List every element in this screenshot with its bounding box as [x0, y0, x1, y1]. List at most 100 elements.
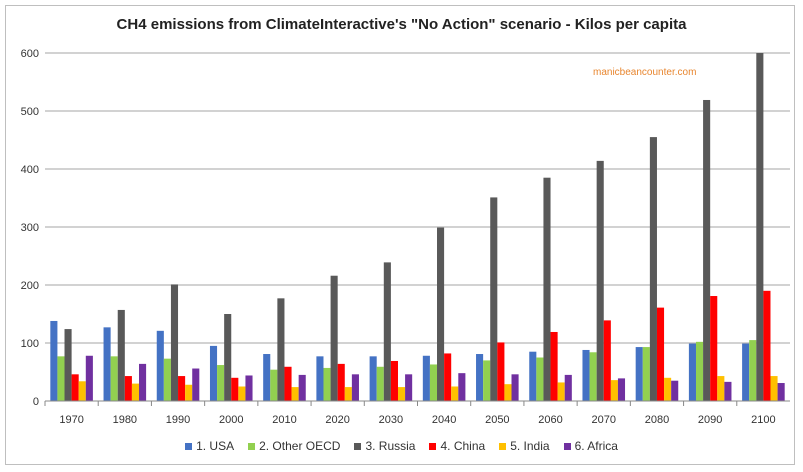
bar-2000-india [238, 386, 246, 401]
bar-2090-india [717, 376, 725, 401]
bar-2070-russia [596, 160, 604, 401]
bar-1990-russia [170, 284, 179, 401]
bar-2080-africa [671, 380, 679, 401]
bar-2010-india [291, 387, 299, 401]
bar-2020-india [344, 387, 352, 401]
legend-swatch [563, 442, 571, 450]
bar-2060-otheroecd [536, 357, 544, 401]
legend-label: 2. Other OECD [259, 439, 341, 453]
bar-2090-usa [688, 343, 696, 401]
bar-2090-otheroecd [695, 341, 704, 401]
bar-2010-russia [277, 298, 285, 401]
x-axis-ticks: 1970 1980 1990 2000 2010 2020 2030 2040 2050 2060… [44, 400, 790, 426]
legend-label: 5. India [510, 439, 550, 453]
y-tick-label: 0 [33, 396, 39, 408]
bar-2030-africa [405, 374, 413, 401]
legend: 1. USA 2. Other OECD 3. Russia 4. China 5. I… [0, 439, 803, 453]
bar-2010-africa [298, 374, 306, 401]
y-tick-label: 500 [21, 106, 39, 118]
bar-2060-china [550, 331, 558, 401]
bar-2030-otheroecd [376, 366, 384, 401]
bar-1970-india [78, 381, 86, 401]
bar-2000-usa [209, 345, 218, 401]
bar-1970-china [71, 374, 79, 401]
bar-2000-africa [245, 375, 253, 401]
y-tick-label: 300 [21, 222, 39, 234]
bar-2060-africa [564, 374, 572, 401]
y-tick-label: 600 [21, 48, 39, 60]
legend-item: 2. Other OECD [248, 439, 340, 453]
bar-2070-otheroecd [589, 352, 597, 401]
bar-2100-otheroecd [749, 340, 757, 401]
bar-2000-russia [224, 314, 232, 401]
legend-item: 4. China [429, 439, 485, 453]
bar-2050-india [504, 384, 512, 401]
bar-2030-russia [383, 262, 391, 401]
bar-2070-usa [582, 349, 590, 401]
bar-2040-russia [437, 227, 445, 401]
bar-2010-otheroecd [270, 369, 278, 401]
bar-2060-india [557, 382, 565, 401]
bar-2090-russia [703, 99, 711, 401]
x-tick-label: 2000 [219, 414, 243, 426]
x-tick-label: 2060 [538, 414, 562, 426]
bar-2060-usa [529, 351, 537, 401]
bar-2050-africa [511, 374, 519, 401]
bar-2080-otheroecd [642, 347, 650, 401]
bar-2040-china [444, 353, 452, 401]
bar-1990-usa [156, 330, 164, 401]
bar-2020-usa [316, 356, 324, 401]
bar-2010-china [284, 366, 292, 401]
x-tick-label: 2040 [432, 414, 456, 426]
bar-2080-russia [649, 137, 657, 401]
x-tick-label: 2030 [379, 414, 403, 426]
bar-2030-india [397, 387, 406, 401]
x-tick-label: 2090 [698, 414, 722, 426]
bar-2100-india [770, 376, 778, 401]
bar-1970-russia [64, 329, 72, 401]
x-tick-label: 2020 [325, 414, 349, 426]
legend-swatch [248, 442, 256, 450]
bar-2020-china [337, 363, 345, 401]
bar-2040-india [451, 386, 459, 401]
y-tick-label: 200 [21, 280, 39, 292]
bar-2040-usa [422, 355, 430, 401]
x-tick-label: 2010 [272, 414, 296, 426]
legend-swatch [429, 442, 437, 450]
bar-2010-usa [263, 354, 271, 401]
bar-2100-africa [777, 383, 785, 401]
legend-label: 3. Russia [365, 439, 416, 453]
bar-2090-africa [724, 381, 732, 401]
x-tick-label: 2080 [645, 414, 669, 426]
bar-2050-usa [476, 354, 484, 401]
bar-2070-india [610, 380, 618, 401]
bar-2080-usa [635, 347, 643, 401]
legend-label: 1. USA [196, 439, 235, 453]
bar-2020-otheroecd [323, 367, 331, 401]
y-tick-label: 400 [21, 164, 39, 176]
legend-item: 1. USA [185, 439, 234, 453]
bars [50, 53, 785, 401]
bar-1970-africa [85, 355, 93, 401]
bar-1990-china [178, 376, 186, 401]
bar-2050-otheroecd [483, 360, 491, 401]
legend-label: 6. Africa [574, 439, 618, 453]
x-tick-label: 2050 [485, 414, 509, 426]
bar-2000-china [231, 377, 239, 401]
bar-2100-china [763, 290, 771, 401]
legend-swatch [499, 442, 507, 450]
x-tick-label: 1990 [166, 414, 190, 426]
bar-1980-africa [139, 363, 147, 401]
bar-2030-china [390, 360, 398, 401]
bar-2100-russia [756, 53, 764, 401]
bar-1990-africa [192, 368, 200, 401]
bar-2090-china [710, 296, 718, 401]
x-tick-label: 2070 [592, 414, 616, 426]
legend-swatch [185, 442, 193, 450]
bar-2080-china [656, 307, 665, 401]
chart-title: CH4 emissions from ClimateInteractive's … [116, 16, 687, 33]
x-tick-label: 2100 [751, 414, 775, 426]
bar-2040-africa [458, 373, 466, 401]
x-tick-label: 1980 [113, 414, 137, 426]
